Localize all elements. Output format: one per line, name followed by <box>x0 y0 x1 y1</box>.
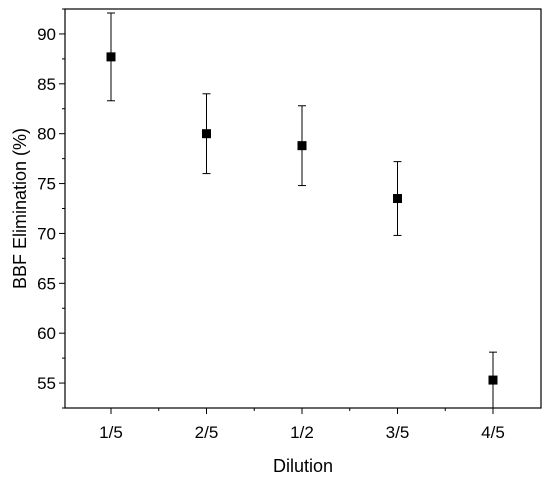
y-tick-label: 60 <box>37 324 56 343</box>
data-point <box>106 52 116 62</box>
data-point <box>297 141 307 151</box>
y-tick-label: 55 <box>37 374 56 393</box>
y-tick-label: 70 <box>37 224 56 243</box>
data-point <box>393 194 402 204</box>
y-tick-label: 65 <box>37 274 56 293</box>
x-tick-label: 1/5 <box>99 423 123 442</box>
y-tick-label: 75 <box>37 175 56 194</box>
data-point <box>488 375 498 385</box>
y-axis-title: BBF Elimination (%) <box>10 128 30 289</box>
plot-frame <box>64 8 542 409</box>
y-tick-label: 80 <box>37 125 56 144</box>
y-tick-label: 85 <box>37 75 56 94</box>
y-tick-label: 90 <box>37 25 56 44</box>
x-tick-label: 3/5 <box>386 423 410 442</box>
x-tick-label: 4/5 <box>481 423 505 442</box>
x-tick-label: 1/2 <box>290 423 314 442</box>
data-point <box>202 129 211 139</box>
x-tick-label: 2/5 <box>195 423 219 442</box>
plot-area: 55 60 65 70 75 80 85 90 1/5 2/5 1/2 3/5 4/5 <box>37 8 542 442</box>
x-axis-title: Dilution <box>273 456 333 476</box>
